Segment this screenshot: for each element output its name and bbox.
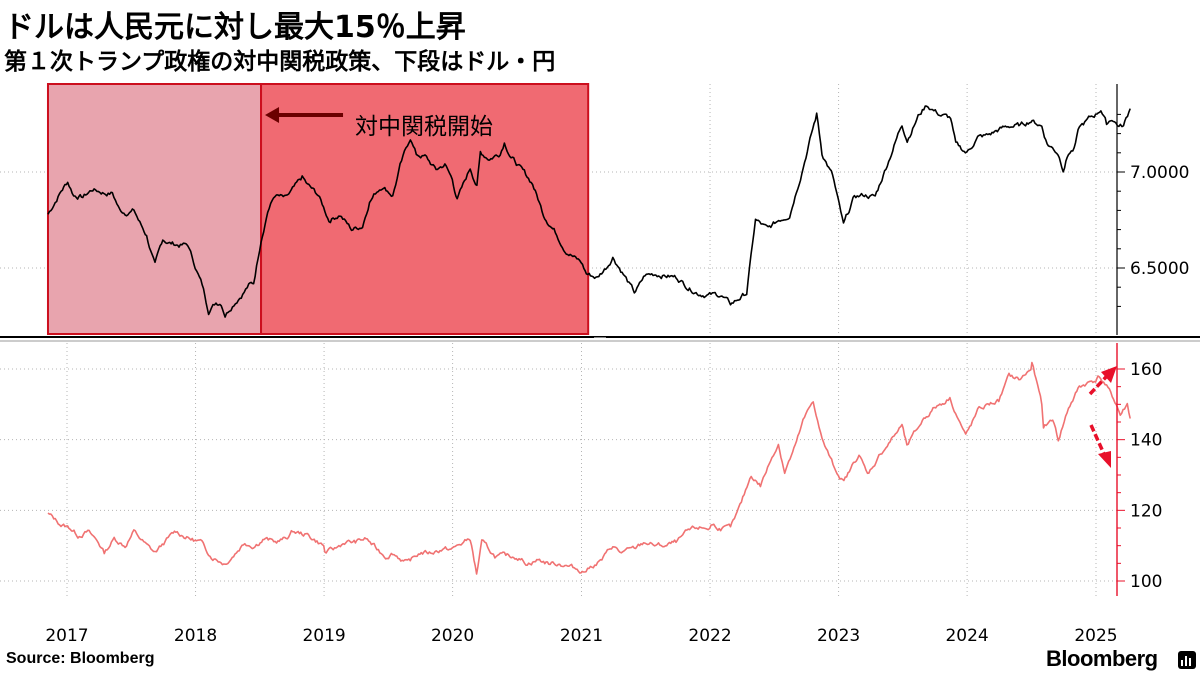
bottom-y-tick-label: 120 bbox=[1130, 501, 1162, 521]
x-tick-label-2020: 2020 bbox=[431, 626, 474, 645]
down-arrow-shaft bbox=[1089, 424, 1106, 455]
chart-canvas: 7.0000 6.5000 160 140 120 100 2017 2018 2019 2020… bbox=[0, 83, 1200, 645]
up-arrow-head bbox=[1101, 366, 1117, 383]
x-tick-label-2018: 2018 bbox=[174, 626, 217, 645]
usdcny-line bbox=[47, 105, 1131, 318]
annotation-arrow-head bbox=[265, 107, 280, 123]
x-tick-label-2019: 2019 bbox=[302, 626, 345, 645]
x-tick-label-2024: 2024 bbox=[945, 626, 988, 645]
bottom-y-tick-label: 140 bbox=[1130, 431, 1162, 451]
bottom-panel-grid bbox=[0, 343, 1117, 596]
source-note: Source: Bloomberg bbox=[6, 650, 155, 667]
x-tick-label-2021: 2021 bbox=[560, 626, 603, 645]
chart-title: ドルは人民元に対し最大15％上昇 bbox=[4, 10, 466, 45]
bottom-y-tick-label: 160 bbox=[1130, 360, 1162, 380]
x-tick-label-2025: 2025 bbox=[1074, 626, 1117, 645]
shaded-periods bbox=[46, 83, 590, 335]
bloomberg-terminal-icon bbox=[1178, 651, 1196, 669]
top-y-tick-label: 7.0000 bbox=[1130, 163, 1189, 183]
annotations: 対中関税開始 bbox=[265, 107, 1117, 468]
top-y-tick-label: 6.5000 bbox=[1130, 259, 1189, 279]
x-tick-label-2023: 2023 bbox=[817, 626, 860, 645]
chart-subtitle: 第１次トランプ政権の対中関税政策、下段はドル・円 bbox=[4, 49, 556, 75]
shade-tariff-period bbox=[260, 83, 590, 335]
bottom-y-tick-label: 100 bbox=[1130, 572, 1162, 592]
down-arrow-head bbox=[1098, 451, 1111, 468]
annotation-label: 対中関税開始 bbox=[355, 114, 493, 140]
usdjpy-line bbox=[47, 361, 1131, 575]
bloomberg-logo: Bloomberg bbox=[1046, 646, 1158, 671]
up-arrow-shaft bbox=[1088, 375, 1108, 396]
axes bbox=[0, 84, 1200, 596]
tick-labels: 7.0000 6.5000 160 140 120 100 2017 2018 2019 2020… bbox=[45, 163, 1189, 645]
shade-pre-tariff bbox=[46, 83, 263, 335]
x-tick-label-2022: 2022 bbox=[688, 626, 731, 645]
series-lines bbox=[47, 105, 1131, 575]
x-tick-label-2017: 2017 bbox=[45, 626, 88, 645]
